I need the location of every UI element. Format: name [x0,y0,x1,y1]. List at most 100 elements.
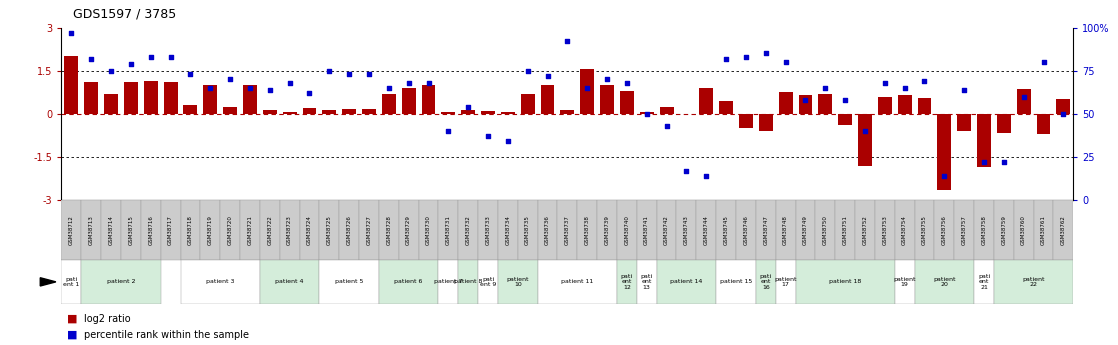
Bar [580,69,594,114]
Bar [878,97,892,114]
Text: percentile rank within the sample: percentile rank within the sample [84,330,249,339]
Bar [597,200,617,260]
Bar [458,260,479,304]
Bar [183,105,198,114]
Bar [1057,99,1070,114]
Bar [1034,200,1053,260]
Bar [104,94,119,114]
Bar [855,200,875,260]
Bar [82,260,161,304]
Bar [974,260,994,304]
Bar [82,200,101,260]
Bar [259,200,280,260]
Point [875,80,893,86]
Bar [838,114,852,125]
Bar [617,200,637,260]
Bar [65,56,78,114]
Point [637,111,655,117]
Bar [521,94,534,114]
Bar [101,200,121,260]
Text: GSM38715: GSM38715 [129,215,133,245]
Bar [141,200,161,260]
Point [181,71,199,77]
Point [83,56,101,61]
Text: GSM38721: GSM38721 [247,215,253,245]
Point [260,87,278,92]
Bar [915,260,974,304]
Point [737,54,755,60]
Text: GSM38726: GSM38726 [347,215,352,245]
Text: GSM38752: GSM38752 [862,215,868,245]
Bar [300,200,320,260]
Text: pati
ent
13: pati ent 13 [641,274,653,290]
Bar [875,200,894,260]
Bar [303,108,316,114]
Point [321,68,339,73]
Point [539,73,557,79]
Text: GSM38723: GSM38723 [287,215,292,245]
Bar [280,200,300,260]
Bar [161,200,180,260]
Text: GSM38717: GSM38717 [168,215,173,245]
Bar [438,260,458,304]
Bar [700,88,713,114]
Bar [283,111,296,114]
Text: GSM38757: GSM38757 [961,215,967,245]
Bar [955,200,974,260]
Text: GSM38716: GSM38716 [149,215,153,245]
Text: ■: ■ [67,330,77,339]
Text: patient 6: patient 6 [395,279,423,284]
Text: pati
ent 9: pati ent 9 [480,277,496,287]
Point [598,77,616,82]
Text: patient
22: patient 22 [1022,277,1045,287]
Text: GSM38738: GSM38738 [585,215,589,245]
Point [657,123,675,129]
Bar [798,95,813,114]
Text: GSM38729: GSM38729 [406,215,411,245]
Text: GSM38761: GSM38761 [1041,215,1046,245]
Bar [637,260,656,304]
Text: GSM38742: GSM38742 [664,215,669,245]
Point [717,56,735,61]
Bar [61,260,82,304]
Point [578,85,596,91]
Bar [399,200,418,260]
Bar [974,200,994,260]
Bar [224,107,237,114]
Point [777,59,795,65]
Text: GSM38727: GSM38727 [367,215,371,245]
Bar [180,260,259,304]
Bar [498,260,538,304]
Bar [1036,114,1051,134]
Text: patient 3: patient 3 [206,279,235,284]
Bar [994,200,1014,260]
Text: GSM38740: GSM38740 [624,215,629,245]
Text: GSM38732: GSM38732 [466,215,471,245]
Text: log2 ratio: log2 ratio [84,314,131,324]
Bar [180,200,200,260]
Bar [379,260,438,304]
Bar [163,82,178,114]
Text: GSM38725: GSM38725 [326,215,332,245]
Text: pati
ent
16: pati ent 16 [760,274,771,290]
Text: GSM38762: GSM38762 [1061,215,1065,245]
Point [836,97,854,103]
Bar [617,260,637,304]
Text: patient 2: patient 2 [106,279,135,284]
Bar [240,200,259,260]
Bar [121,200,141,260]
Text: GSM38747: GSM38747 [764,215,768,245]
Text: GSM38737: GSM38737 [565,215,570,245]
Bar [462,110,475,114]
Bar [600,85,614,114]
Text: GSM38748: GSM38748 [783,215,788,245]
Text: pati
ent 1: pati ent 1 [64,277,79,287]
Bar [818,94,832,114]
Bar [660,107,673,114]
Bar [776,260,796,304]
Bar [918,98,931,114]
Text: GSM38755: GSM38755 [922,215,927,245]
Point [63,30,80,36]
Text: GDS1597 / 3785: GDS1597 / 3785 [73,8,176,21]
Text: patient 14: patient 14 [670,279,702,284]
